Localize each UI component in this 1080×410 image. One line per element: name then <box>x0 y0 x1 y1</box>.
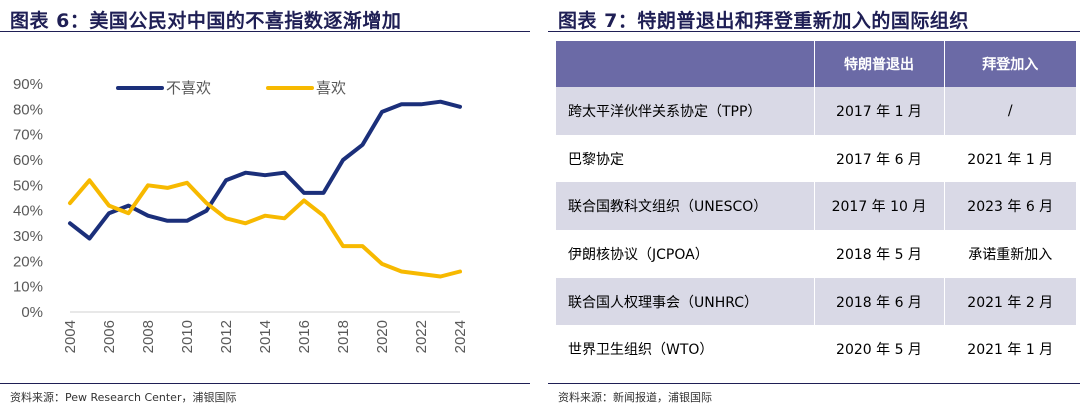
table-figure-title: 图表 7：特朗普退出和拜登重新加入的国际组织 <box>558 10 969 32</box>
line-chart: 0% 10% 20% 30% 40% 50% 60% 70% 80% 90% 2004 2006 200… <box>13 76 469 353</box>
header-biden-join: 拜登加入 <box>944 41 1076 87</box>
y-tick-label: 50% <box>13 177 43 194</box>
cell-trump-exit: 2017 年 6 月 <box>814 134 945 183</box>
table-source-note: 资料来源：新闻报道，浦银国际 <box>558 391 712 404</box>
y-tick-label: 60% <box>13 152 43 169</box>
header-organization <box>556 41 815 87</box>
cell-biden-join: 2023 年 6 月 <box>944 182 1076 231</box>
y-tick-label: 10% <box>13 279 43 296</box>
table-row: 伊朗核协议（JCPOA） 2018 年 5 月 承诺重新加入 <box>556 230 1076 278</box>
x-tick-label: 2004 <box>62 320 79 353</box>
cell-trump-exit: 2018 年 5 月 <box>814 230 945 278</box>
y-tick-label: 30% <box>13 228 43 245</box>
y-tick-label: 20% <box>13 253 43 270</box>
table-row: 世界卫生组织（WTO） 2020 年 5 月 2021 年 1 月 <box>556 325 1076 374</box>
series-line-like <box>68 178 462 279</box>
x-tick-label: 2010 <box>179 320 196 353</box>
cell-biden-join: 2021 年 1 月 <box>967 342 1054 359</box>
source-rule <box>0 383 530 384</box>
cell-trump-exit: 2017 年 1 月 <box>814 87 945 135</box>
cell-organization: 巴黎协定 <box>556 134 815 183</box>
y-tick-label: 40% <box>13 203 43 220</box>
series-line-dislike <box>68 99 462 241</box>
x-tick-label: 2020 <box>374 320 391 353</box>
cell-organization: 跨太平洋伙伴关系协定（TPP） <box>556 87 815 135</box>
table-panel: 图表 7：特朗普退出和拜登重新加入的国际组织 特朗普退出 拜登加入 跨太平洋伙伴… <box>548 0 1080 410</box>
legend-label: 喜欢 <box>316 79 346 97</box>
table-row: 联合国教科文组织（UNESCO） 2017 年 10 月 2023 年 6 月 <box>556 182 1076 231</box>
cell-organization: 世界卫生组织（WTO） <box>556 325 815 374</box>
chart-figure-title: 图表 6：美国公民对中国的不喜指数逐渐增加 <box>10 10 402 32</box>
chart-panel: 图表 6：美国公民对中国的不喜指数逐渐增加 0% 10% 20% 30% 40% 50% 6… <box>0 0 530 410</box>
x-tick-label: 2018 <box>335 320 352 353</box>
chart-source-note: 资料来源：Pew Research Center，浦银国际 <box>10 391 237 404</box>
x-tick-label: 2006 <box>101 320 118 353</box>
table-row: 巴黎协定 2017 年 6 月 2021 年 1 月 <box>556 134 1076 183</box>
y-tick-label: 0% <box>21 304 43 321</box>
table-row: 联合国人权理事会（UNHRC） 2018 年 6 月 2021 年 2 月 <box>556 277 1076 326</box>
cell-biden-join: 承诺重新加入 <box>968 246 1053 263</box>
legend-label: 不喜欢 <box>166 79 211 97</box>
table-row: 跨太平洋伙伴关系协定（TPP） 2017 年 1 月 / <box>556 87 1076 135</box>
cell-biden-join: 2021 年 1 月 <box>967 151 1054 168</box>
header-trump-exit: 特朗普退出 <box>814 41 945 87</box>
cell-organization: 联合国教科文组织（UNESCO） <box>556 182 815 231</box>
source-rule <box>548 383 1080 384</box>
cell-trump-exit: 2018 年 6 月 <box>814 277 945 326</box>
cell-organization: 联合国人权理事会（UNHRC） <box>556 277 815 326</box>
x-tick-label: 2016 <box>296 320 313 353</box>
y-tick-label: 90% <box>13 76 43 93</box>
x-tick-label: 2014 <box>257 320 274 353</box>
title-rule <box>0 31 530 32</box>
cell-trump-exit: 2017 年 10 月 <box>814 182 945 231</box>
x-tick-label: 2024 <box>452 320 469 353</box>
organizations-table-wrap: 特朗普退出 拜登加入 跨太平洋伙伴关系协定（TPP） 2017 年 1 月 / … <box>556 41 1076 374</box>
cell-trump-exit: 2020 年 5 月 <box>814 325 945 374</box>
cell-biden-join: 2021 年 2 月 <box>944 277 1076 326</box>
organizations-table: 特朗普退出 拜登加入 跨太平洋伙伴关系协定（TPP） 2017 年 1 月 / … <box>556 41 1076 374</box>
x-tick-label: 2008 <box>140 320 157 353</box>
y-tick-label: 70% <box>13 127 43 144</box>
title-rule <box>548 31 1080 32</box>
y-tick-label: 80% <box>13 101 43 118</box>
x-tick-label: 2012 <box>218 320 235 353</box>
cell-biden-join: / <box>944 87 1076 135</box>
table-header-row: 特朗普退出 拜登加入 <box>556 41 1076 87</box>
x-tick-label: 2022 <box>413 320 430 353</box>
cell-organization: 伊朗核协议（JCPOA） <box>556 230 815 278</box>
